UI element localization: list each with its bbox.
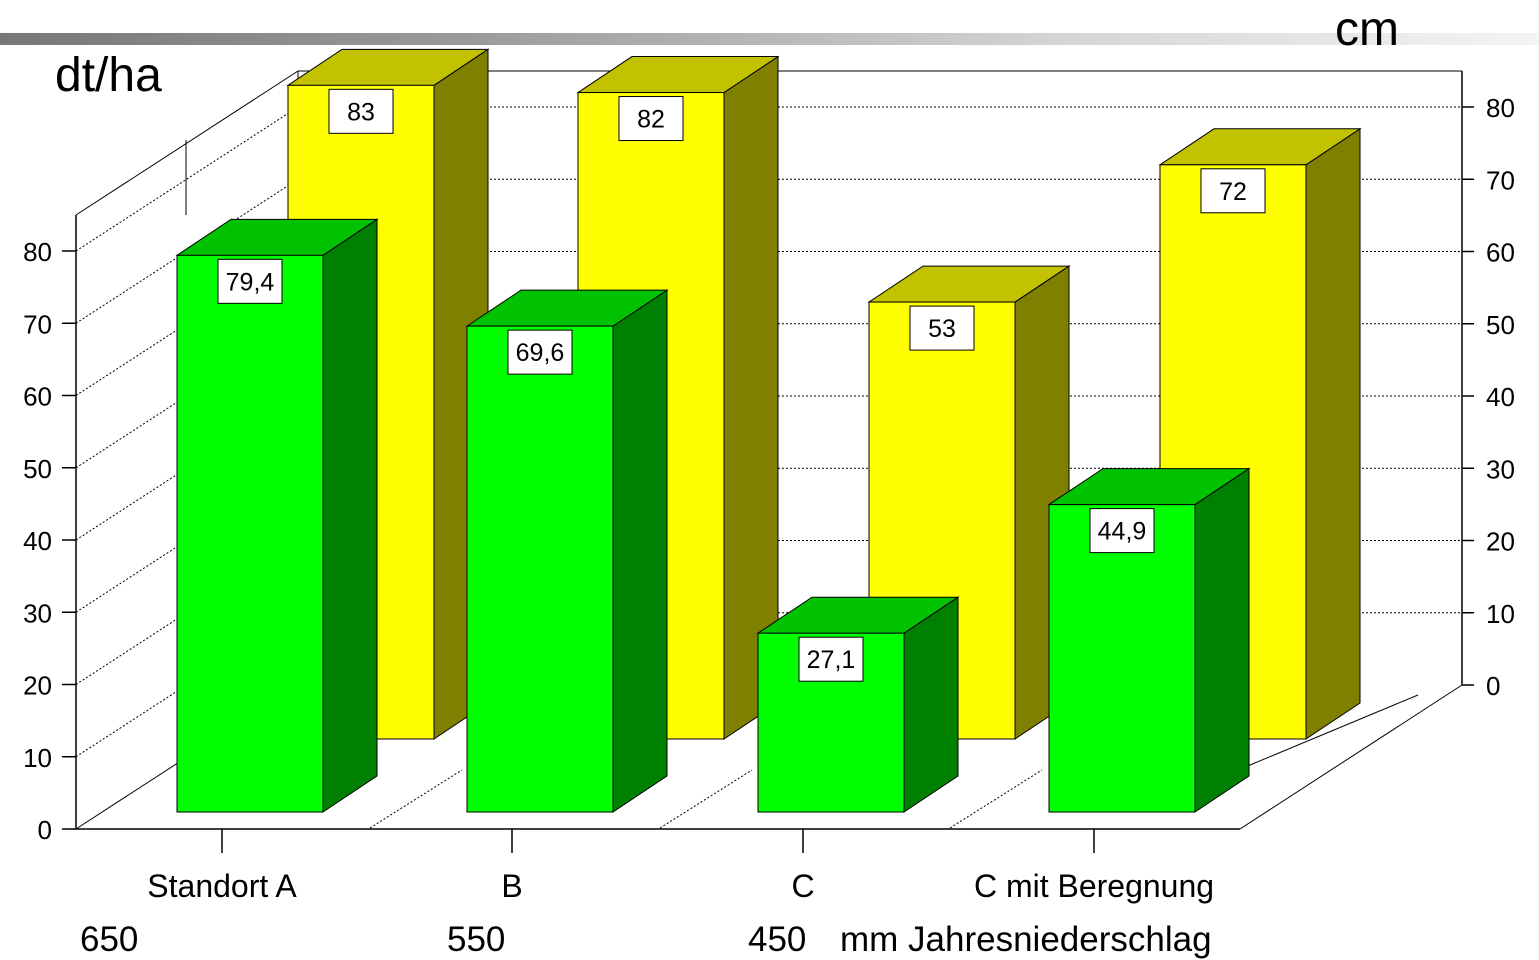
right-tick-label: 10 — [1486, 599, 1515, 629]
floor-separator — [659, 769, 753, 829]
back-bar-3-label-box — [909, 305, 975, 351]
right-tick-label: 40 — [1486, 382, 1515, 412]
left-tick-label: 40 — [23, 526, 52, 556]
front-bar-3-side — [903, 596, 959, 813]
left-tick-label: 20 — [23, 671, 52, 701]
back-bar-2-label: 82 — [637, 106, 665, 134]
right-tick-label: 30 — [1486, 454, 1515, 484]
left-tick-label: 80 — [23, 237, 52, 267]
right-tick-label: 70 — [1486, 165, 1515, 195]
back-bar-4-side — [1305, 127, 1361, 740]
precip-label-a: 650 — [80, 920, 139, 959]
floor-inner-edge — [1237, 694, 1419, 771]
front-bar-4: 44,9 — [1047, 467, 1251, 813]
front-bar-2-label: 69,6 — [516, 339, 565, 367]
back-bar-1-label-box — [328, 88, 394, 134]
category-label: B — [501, 868, 522, 904]
precip-caption: mm Jahresniederschlag — [840, 920, 1212, 959]
floor-separator — [949, 769, 1043, 829]
floor-right-edge — [1239, 684, 1463, 830]
front-bar-2-front — [466, 325, 614, 813]
front-bar-4-front — [1048, 504, 1196, 813]
left-tick-label: 30 — [23, 598, 52, 628]
series-front-bars: 79,4 69,6 27,1 44,9 — [175, 218, 1251, 813]
front-bar-3: 27,1 — [756, 596, 960, 813]
left-grid-line — [75, 106, 299, 252]
front-bar-4-label: 44,9 — [1098, 518, 1147, 546]
front-bar-4-label-box — [1089, 508, 1155, 554]
right-tick-label: 20 — [1486, 527, 1515, 557]
back-bar-3-label: 53 — [928, 315, 956, 343]
category-label: Standort A — [147, 868, 297, 904]
front-bar-3-label: 27,1 — [807, 646, 856, 674]
back-bar-4-label: 72 — [1219, 178, 1247, 206]
right-tick-label: 0 — [1486, 671, 1500, 701]
front-bar-3-label-box — [798, 636, 864, 682]
front-bar-2-side — [612, 289, 668, 813]
precip-label-c: 450 — [748, 920, 807, 959]
front-bar-2: 69,6 — [465, 289, 669, 813]
front-bar-1: 79,4 — [175, 218, 379, 813]
left-tick-label: 10 — [23, 743, 52, 773]
front-bar-1-side — [322, 218, 378, 813]
title-bar-decoration — [0, 33, 1539, 45]
right-tick-label: 60 — [1486, 238, 1515, 268]
precip-label-b: 550 — [447, 920, 506, 959]
category-labels: Standort A B C C mit Beregnung — [147, 829, 1214, 904]
right-axis-unit: cm — [1335, 3, 1399, 56]
back-bar-2-label-box — [618, 96, 684, 142]
back-bar-1-label: 83 — [347, 98, 375, 126]
front-bar-2-label-box — [507, 329, 573, 375]
category-label: C mit Beregnung — [974, 868, 1214, 904]
front-bar-4-side — [1194, 467, 1250, 813]
front-bar-1-label-box — [217, 258, 283, 304]
left-axis: 0 10 20 30 40 50 60 70 80 — [23, 237, 76, 845]
left-tick-label: 70 — [23, 309, 52, 339]
floor-separator — [369, 769, 463, 829]
back-bar-4-label-box — [1200, 168, 1266, 214]
left-tick-label: 60 — [23, 382, 52, 412]
right-axis: 0 10 20 30 40 50 60 70 80 — [1462, 93, 1515, 701]
category-label: C — [791, 868, 814, 904]
left-top-edge — [75, 70, 299, 216]
left-tick-label: 50 — [23, 454, 52, 484]
right-tick-label: 50 — [1486, 310, 1515, 340]
front-bar-1-front — [176, 254, 324, 813]
front-bar-1-label: 79,4 — [226, 268, 275, 296]
right-tick-label: 80 — [1486, 93, 1515, 123]
left-axis-unit: dt/ha — [55, 49, 162, 102]
left-tick-label: 0 — [38, 815, 52, 845]
